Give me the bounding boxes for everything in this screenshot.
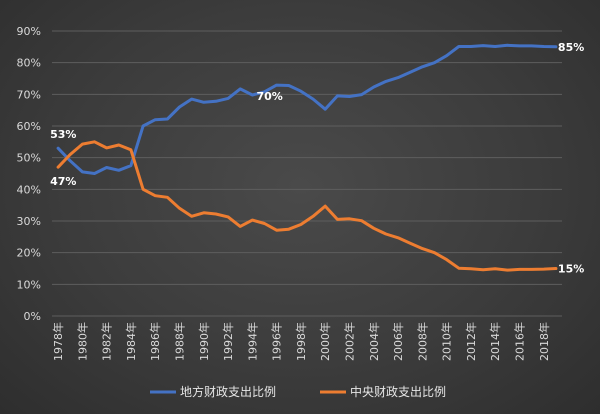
data-label: 53% bbox=[50, 128, 76, 141]
x-tick-label: 1994年 bbox=[245, 322, 259, 361]
x-tick-label: 1988年 bbox=[173, 322, 187, 361]
x-tick-label: 1980年 bbox=[75, 322, 89, 361]
y-tick-label: 30% bbox=[17, 215, 41, 228]
x-tick-label: 1986年 bbox=[148, 322, 162, 361]
x-tick-label: 1998年 bbox=[294, 322, 308, 361]
y-tick-label: 20% bbox=[17, 247, 41, 260]
y-tick-label: 40% bbox=[17, 183, 41, 196]
x-tick-label: 1992年 bbox=[221, 322, 235, 361]
x-tick-label: 2012年 bbox=[464, 322, 478, 361]
x-tick-label: 2006年 bbox=[391, 322, 405, 361]
series-line-central bbox=[56, 140, 558, 272]
x-tick-label: 2000年 bbox=[318, 322, 332, 361]
x-tick-label: 2002年 bbox=[343, 322, 357, 361]
x-tick-label: 1984年 bbox=[124, 322, 138, 361]
legend-item-local[interactable]: 地方财政支出比例 bbox=[150, 384, 276, 399]
y-tick-label: 90% bbox=[17, 25, 41, 38]
legend[interactable]: 地方财政支出比例 中央财政支出比例 bbox=[150, 384, 446, 399]
series-line-local bbox=[56, 43, 558, 175]
y-tick-label: 50% bbox=[17, 152, 41, 165]
x-tick-label: 2014年 bbox=[488, 322, 502, 361]
data-label: 47% bbox=[50, 175, 76, 188]
y-tick-label: 0% bbox=[24, 310, 41, 323]
y-tick-label: 10% bbox=[17, 278, 41, 291]
x-tick-label: 1982年 bbox=[100, 322, 114, 361]
series-lines bbox=[56, 43, 558, 272]
data-label: 85% bbox=[558, 41, 584, 54]
data-label: 70% bbox=[257, 90, 283, 103]
x-tick-label: 2018年 bbox=[537, 322, 551, 361]
y-tick-label: 60% bbox=[17, 120, 41, 133]
x-axis-ticks: 1978年 1980年 1982年 1984年 1986年 1988年 1990年 1992年… bbox=[51, 322, 551, 361]
legend-item-central[interactable]: 中央财政支出比例 bbox=[320, 384, 446, 399]
x-tick-label: 1996年 bbox=[270, 322, 284, 361]
x-tick-label: 2010年 bbox=[440, 322, 454, 361]
x-tick-label: 2004年 bbox=[367, 322, 381, 361]
y-axis-ticks: 0% 10% 20% 30% 40% 50% 60% 70% 80% 90% bbox=[17, 25, 41, 323]
data-labels: 53% 47% 70% 85% 15% bbox=[50, 41, 584, 276]
y-tick-label: 70% bbox=[17, 88, 41, 101]
legend-label: 中央财政支出比例 bbox=[350, 384, 446, 399]
x-tick-label: 1978年 bbox=[51, 322, 65, 361]
x-tick-label: 2016年 bbox=[513, 322, 527, 361]
y-tick-label: 80% bbox=[17, 57, 41, 70]
legend-label: 地方财政支出比例 bbox=[180, 384, 276, 399]
x-tick-label: 1990年 bbox=[197, 322, 211, 361]
grid-lines bbox=[52, 30, 562, 317]
x-tick-label: 2008年 bbox=[415, 322, 429, 361]
data-label: 15% bbox=[558, 263, 584, 276]
